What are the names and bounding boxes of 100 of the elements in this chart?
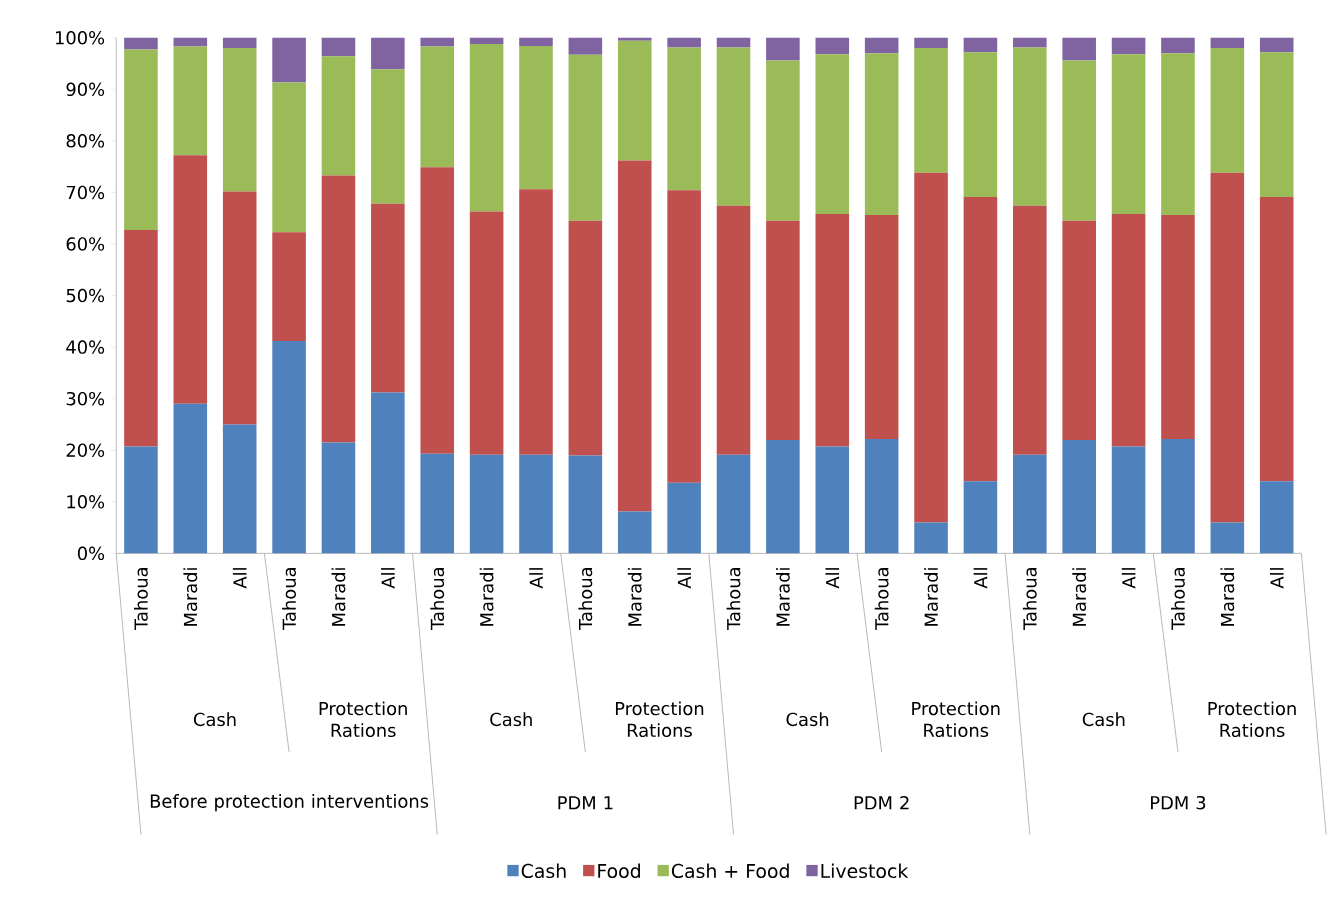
bar: [1013, 47, 1047, 206]
bar: [222, 37, 257, 49]
bar: [420, 46, 455, 168]
bar: [222, 191, 257, 425]
bar: [815, 446, 850, 554]
bar: [1161, 215, 1195, 439]
bar: [1161, 53, 1195, 216]
bar: [173, 37, 208, 47]
legend-label: Cash + Food: [671, 863, 789, 879]
bar: [568, 220, 603, 456]
x-tick-label: Maradi: [775, 568, 790, 626]
bar: [371, 37, 405, 70]
x-tick-label: All: [825, 568, 840, 589]
x-tick-label: All: [1121, 568, 1136, 589]
bar: [222, 48, 257, 192]
x-tick-label: Tahoua: [1022, 568, 1037, 630]
x-tick-label: Maradi: [1072, 568, 1087, 626]
bar: [667, 47, 701, 191]
bar: [716, 454, 751, 554]
bar: [864, 37, 899, 54]
bar: [568, 455, 603, 554]
text: Cash: [786, 712, 829, 727]
x-tick-label: All: [677, 568, 691, 589]
bar: [420, 167, 455, 454]
x-tick-label: Maradi: [479, 568, 494, 626]
bar: [667, 190, 701, 483]
bar: [766, 439, 800, 554]
legend-label: Cash: [521, 863, 566, 879]
bar: [173, 46, 208, 156]
bar: [1062, 60, 1096, 221]
y-tick-label: 40%: [66, 340, 105, 354]
x-tick-label: Maradi: [331, 568, 346, 626]
bar: [321, 37, 356, 57]
bar: [1259, 52, 1294, 198]
bar: [1062, 439, 1096, 554]
bar: [469, 43, 504, 212]
bar: [1259, 481, 1294, 554]
bar: [469, 211, 504, 455]
bar: [222, 424, 257, 554]
text: PDM 2: [854, 796, 909, 810]
bar: [716, 47, 751, 206]
y-tick-label: 50%: [66, 288, 105, 303]
bar: [766, 37, 800, 61]
bar: [617, 40, 652, 161]
bar: [124, 230, 158, 447]
y-tick-label: 90%: [66, 82, 105, 97]
bar: [864, 215, 899, 439]
bar: [815, 214, 850, 447]
bar: [617, 511, 652, 554]
y-tick-label: 70%: [66, 185, 105, 200]
y-tick-label: 100%: [55, 30, 105, 45]
bar: [963, 52, 998, 198]
bar: [371, 203, 405, 393]
y-tick-label: 60%: [66, 237, 105, 251]
bar: [124, 446, 158, 554]
bar: [568, 37, 603, 55]
bar: [124, 37, 158, 50]
bar: [667, 482, 701, 554]
bar: [519, 189, 553, 455]
bar: [1161, 438, 1195, 554]
bar: [321, 56, 356, 176]
text: Protection Rations: [615, 701, 704, 738]
bar: [272, 232, 306, 341]
bar: [914, 172, 948, 523]
bar: [1210, 48, 1245, 173]
bar: [469, 454, 504, 554]
y-tick-label: 20%: [66, 443, 105, 457]
bar: [766, 60, 800, 221]
x-tick-label: Maradi: [183, 568, 198, 626]
x-tick-label: Maradi: [1220, 568, 1235, 626]
bar: [173, 155, 208, 404]
y-tick-label: 30%: [66, 391, 105, 406]
x-tick-label: All: [232, 568, 247, 589]
bar: [272, 37, 306, 83]
bar: [864, 53, 899, 216]
x-tick-label: Maradi: [627, 568, 642, 626]
bar: [173, 403, 208, 554]
bar: [815, 54, 850, 215]
bar: [1210, 37, 1245, 49]
x-tick-label: Maradi: [924, 568, 938, 626]
bar: [914, 522, 948, 554]
text: Before protection interventions: [150, 794, 429, 812]
y-tick-label: 80%: [66, 134, 105, 148]
bar: [1259, 37, 1294, 53]
x-tick-label: Tahoua: [578, 568, 593, 630]
bar: [1210, 522, 1245, 554]
bar: [272, 340, 306, 554]
bar: [124, 49, 158, 231]
bar: [667, 37, 701, 48]
bar: [716, 37, 751, 48]
bar: [617, 37, 652, 41]
text: Cash: [490, 712, 532, 727]
text: Protection Rations: [319, 701, 407, 738]
bar: [321, 175, 356, 443]
bar: [963, 197, 998, 482]
x-tick-label: Tahoua: [1171, 568, 1185, 630]
bar: [766, 220, 800, 440]
bar: [716, 205, 751, 455]
text: Protection Rations: [1208, 701, 1296, 738]
x-tick-label: All: [381, 568, 395, 589]
